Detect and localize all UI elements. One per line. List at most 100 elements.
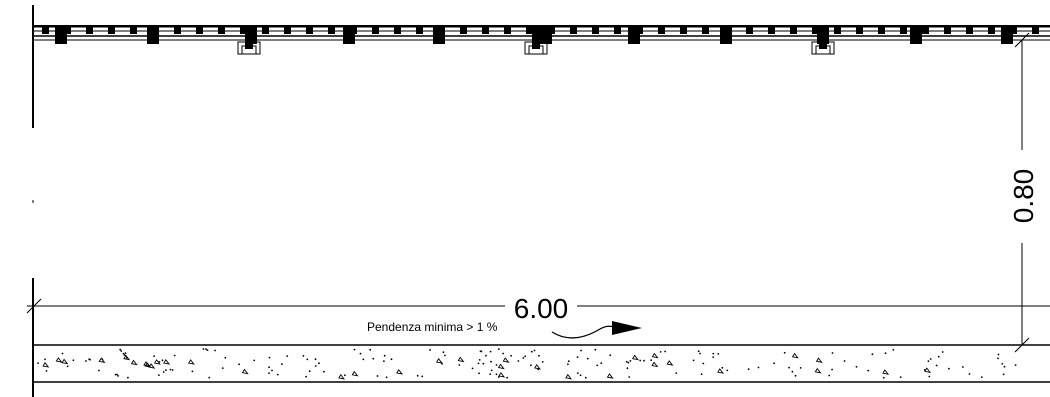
hatch-dot (579, 374, 582, 377)
hatch-aggregate (717, 368, 725, 374)
hatch-dot (490, 369, 493, 372)
hatch-dot (429, 349, 431, 351)
concrete-slab (33, 344, 1050, 383)
hatch-aggregate (130, 359, 138, 366)
hatch-dot (421, 375, 424, 378)
hatch-dot (119, 348, 122, 351)
hatch-dot (639, 359, 642, 362)
grating-block (966, 27, 973, 34)
hatch-dot (480, 350, 483, 353)
grating-block (284, 27, 291, 34)
hatch-dot (268, 372, 270, 374)
hatch-dot (927, 360, 930, 362)
hatch-dot (221, 367, 224, 369)
hatch-dot (831, 352, 834, 354)
hatch-dot (281, 363, 283, 365)
hatch-dot (567, 360, 570, 363)
hatch-dot (44, 358, 46, 361)
hatch-dot (153, 355, 156, 357)
grating-block (702, 27, 709, 34)
hatch-dot (747, 368, 750, 371)
hatch-dot (276, 373, 279, 376)
hatch-dot (372, 357, 375, 360)
hatch-dot (88, 358, 91, 361)
grating-block (482, 27, 489, 34)
hatch-dot (580, 349, 582, 352)
grating-post (720, 25, 732, 44)
grating-block (372, 27, 379, 34)
hatch-aggregate (497, 363, 505, 370)
grating-block (658, 27, 665, 34)
hatch-dot (843, 360, 846, 362)
hatch-dot (489, 373, 492, 375)
hatch-aggregate (565, 373, 573, 380)
grating-block (86, 27, 93, 34)
hatch-dot (268, 356, 271, 359)
hatch-dot (302, 355, 305, 357)
hatch-dot (173, 354, 176, 357)
support-stem (532, 25, 540, 49)
hatch-dot (576, 356, 579, 358)
hatch-dot (675, 372, 678, 374)
hatch-dot (202, 348, 205, 350)
hatch-dot (584, 376, 587, 379)
hatch-dot (214, 349, 217, 352)
hatch-dot (980, 376, 983, 378)
hatch-dot (205, 348, 207, 350)
hatch-dot (383, 354, 386, 357)
hatch-dot (884, 352, 887, 355)
hatch-dot (489, 350, 492, 353)
hatch-dot (712, 352, 715, 355)
hatch-aggregate (42, 362, 50, 368)
hatch-dot (72, 359, 75, 362)
hatch-dot (127, 376, 129, 379)
hatch-dot (390, 358, 393, 361)
hatch-dot (66, 365, 69, 368)
hatch-dot (659, 351, 662, 353)
hatch-dot (626, 367, 629, 370)
grating-block (306, 27, 313, 34)
hatch-dot (158, 374, 160, 376)
hatch-dot (385, 376, 388, 379)
hatch-dot (165, 369, 167, 371)
grating-block (174, 27, 181, 34)
hatch-dot (383, 360, 385, 362)
grating-block (504, 27, 511, 34)
hatch-dot (935, 364, 938, 367)
hatch-dot (1003, 365, 1006, 368)
hatch-dot (855, 365, 858, 368)
grating-block (240, 27, 247, 34)
hatch-dot (721, 366, 724, 369)
hatch-aggregate (498, 371, 506, 378)
hatch-dot (576, 372, 579, 374)
hatch-dot (114, 373, 117, 376)
grating-block (1010, 27, 1017, 34)
grating-blocks (42, 25, 1039, 44)
hatch-dot (477, 362, 480, 365)
hatch-dot (625, 360, 628, 363)
grating-post (55, 25, 67, 44)
hatch-dot (699, 352, 701, 355)
hatch-dot (596, 364, 599, 367)
hatch-dot (37, 362, 39, 364)
hatch-dot (444, 354, 446, 357)
hatch-dot (929, 358, 932, 360)
hatch-dot (692, 359, 695, 362)
grating-post (343, 25, 355, 44)
hatch-aggregate (435, 358, 443, 364)
hatch-dot (416, 374, 419, 377)
hatch-dot (899, 376, 902, 378)
hatch-dot (478, 372, 480, 375)
hatch-dot (773, 362, 775, 365)
hatch-aggregate (123, 354, 131, 361)
hatch-dot (941, 351, 944, 353)
hatch-dot (627, 361, 630, 364)
grating-block (944, 27, 951, 34)
hatch-dot (828, 374, 831, 377)
hatch-dot (892, 348, 895, 351)
hatch-dot (314, 358, 317, 361)
hatch-dot (485, 354, 487, 357)
hatch-aggregate (163, 359, 171, 365)
hatch-dot (268, 366, 270, 369)
